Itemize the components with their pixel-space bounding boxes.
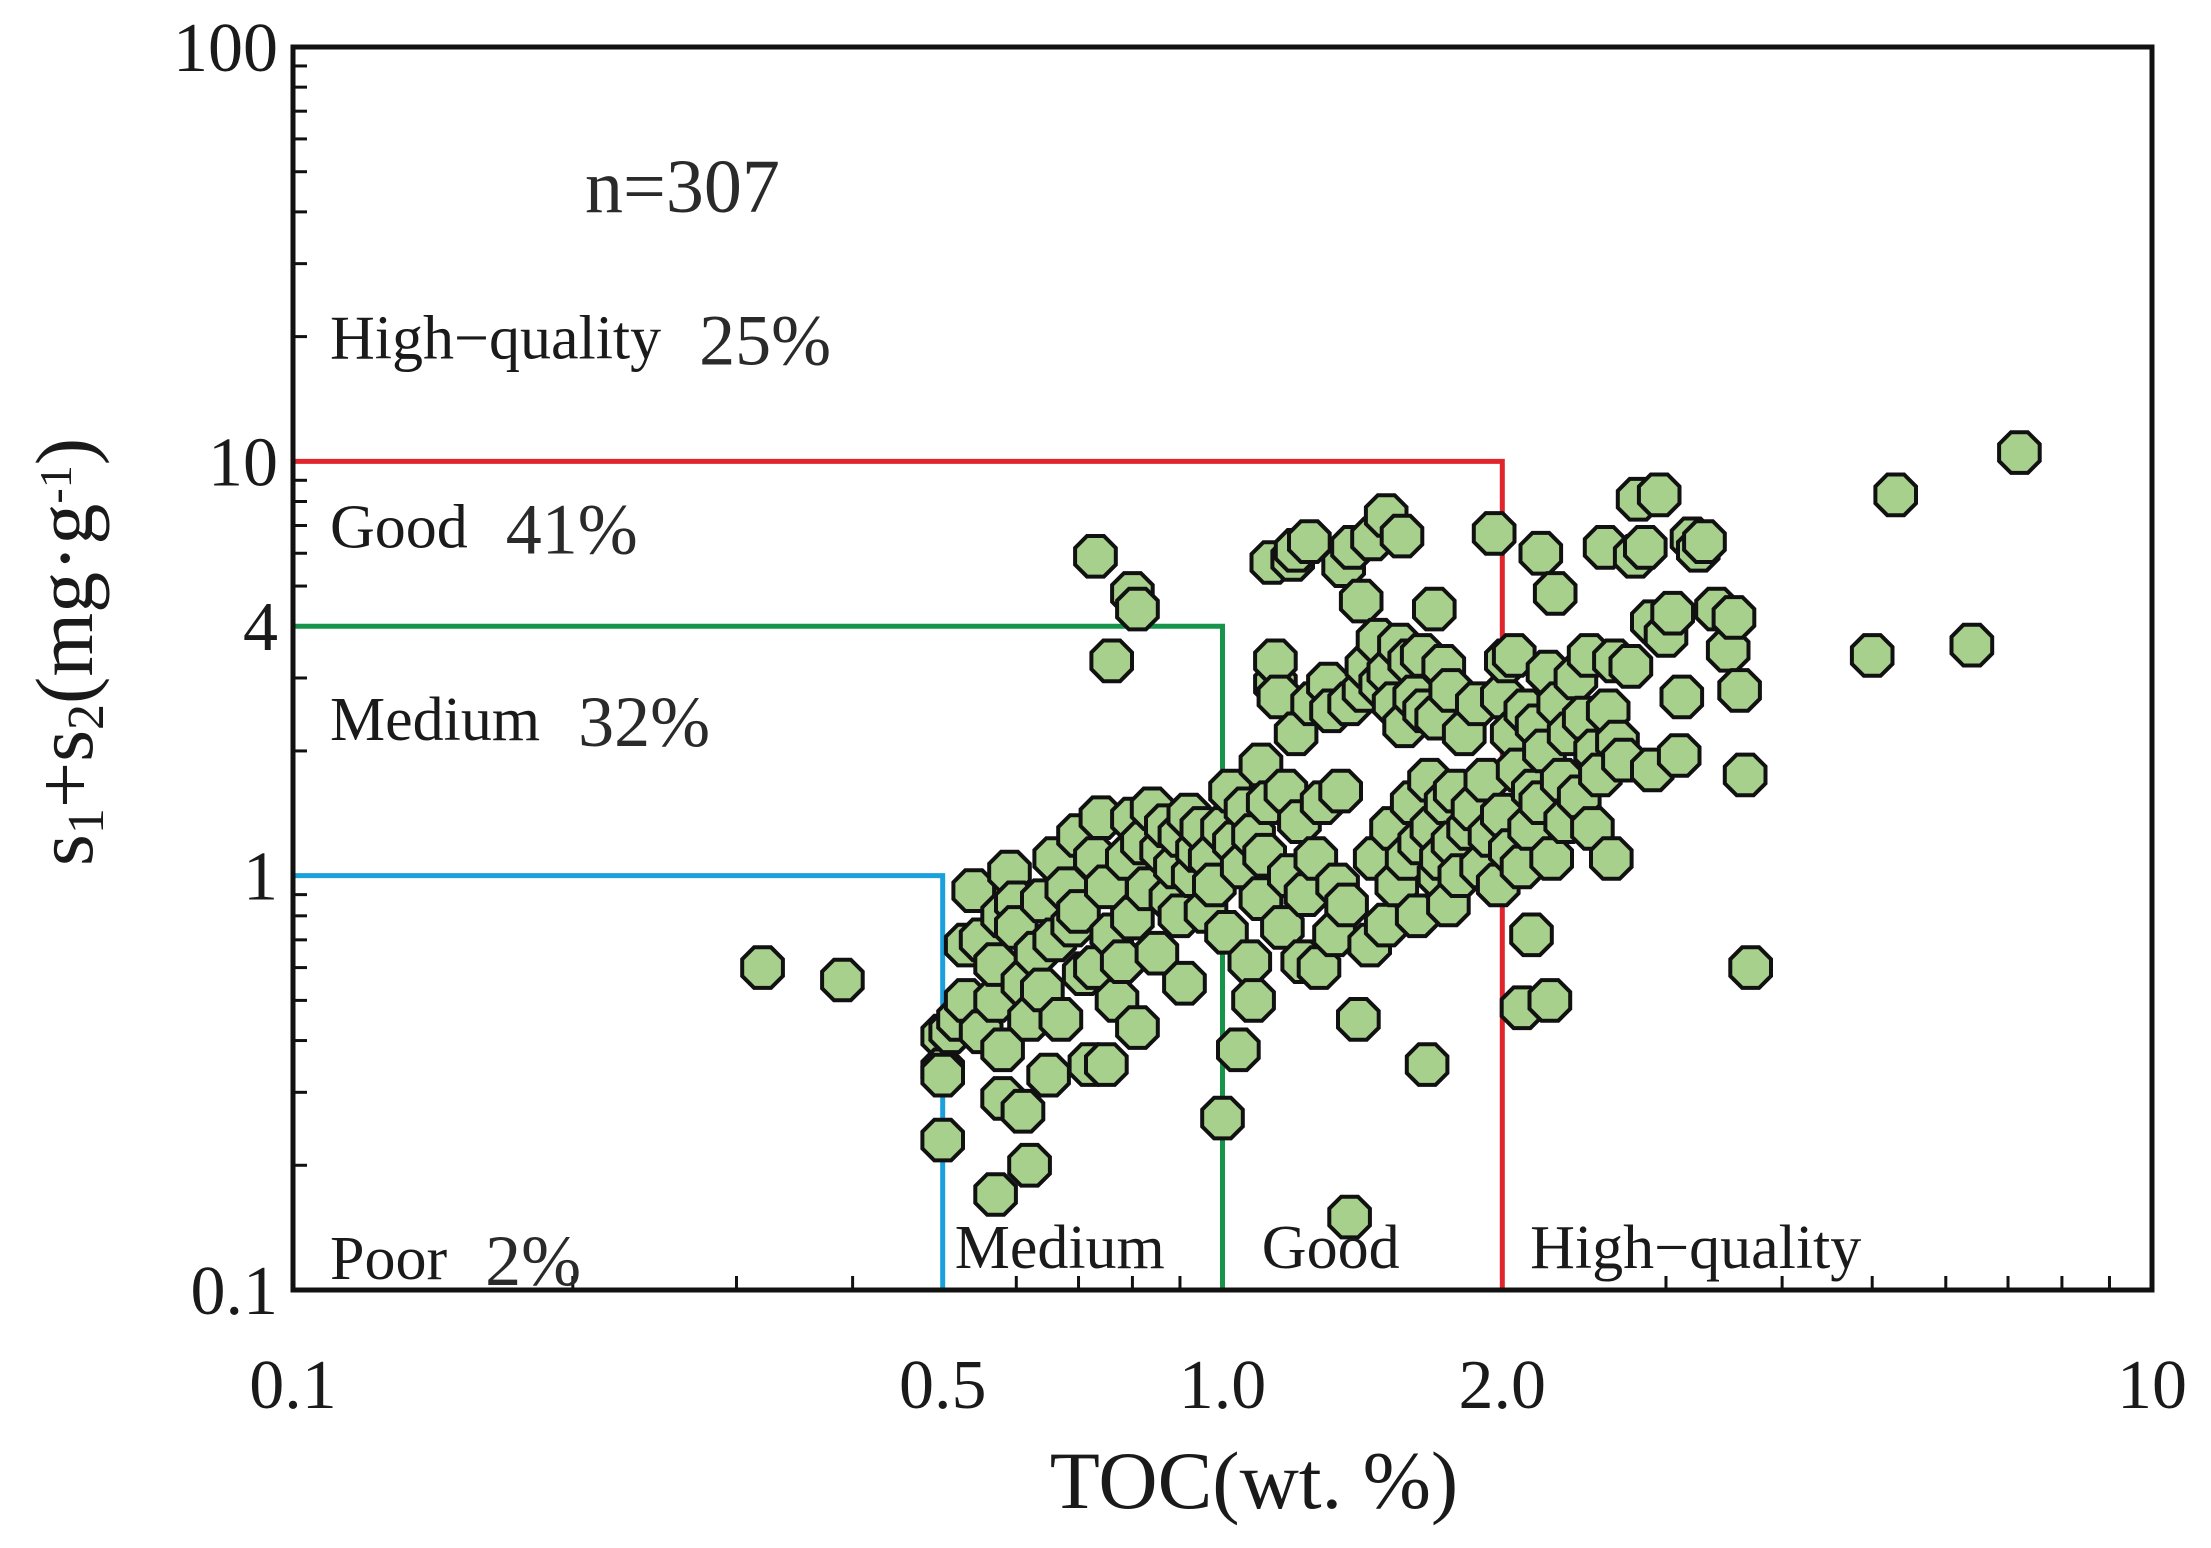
y-title-sub1: 1 (58, 808, 115, 834)
x-class-label: High−quality (1530, 1214, 1861, 1282)
data-point (1728, 945, 1773, 990)
data-point (1026, 1052, 1071, 1098)
y-class-labels: High−quality 25% Good 41% Medium 32% Poor 2% (330, 301, 831, 1302)
data-point (1000, 1088, 1046, 1134)
y-title-plus-s2: +s (19, 730, 110, 808)
data-point (920, 1117, 965, 1163)
x-tick-labels: 0.1 0.5 1.0 2.0 10 (249, 1347, 2187, 1424)
y-axis-title: s1+s2(mg·g-1) (19, 438, 115, 866)
x-class-label: Good (1262, 1214, 1400, 1282)
boundary-medium-good (293, 623, 1225, 1290)
data-points (740, 430, 2042, 1240)
data-point (1404, 1042, 1450, 1087)
y-tick-label: 4 (243, 589, 278, 666)
data-point (1722, 752, 1768, 798)
data-point (1997, 430, 2042, 475)
data-point (1073, 534, 1118, 579)
data-point (1089, 638, 1134, 684)
data-point (1623, 525, 1668, 570)
x-axis-title: TOC(wt. %) (1050, 1435, 1458, 1526)
data-point (1491, 633, 1537, 678)
data-point (1636, 472, 1682, 518)
x-tick-label: 0.5 (899, 1347, 987, 1424)
data-point (1849, 633, 1895, 678)
data-point (973, 1172, 1018, 1217)
data-point (1200, 1095, 1245, 1141)
data-point (1650, 590, 1695, 636)
data-point (1338, 578, 1384, 624)
data-point (1682, 519, 1727, 564)
data-point (1659, 674, 1705, 720)
y-class-percent: 32% (578, 682, 710, 762)
data-point (1134, 930, 1180, 976)
y-class-percent: 2% (485, 1221, 581, 1301)
data-point (1471, 511, 1517, 556)
data-point (1532, 571, 1578, 616)
data-point (1711, 595, 1757, 640)
data-point (740, 945, 785, 990)
data-point (1318, 768, 1363, 814)
data-point (1873, 472, 1918, 518)
plot-frame (290, 44, 2155, 1293)
y-class-label: Medium (330, 686, 540, 754)
data-point (1216, 1027, 1261, 1073)
y-tick-label: 100 (173, 10, 278, 87)
data-point (1336, 997, 1381, 1042)
data-point (1527, 978, 1573, 1023)
y-tick-label: 1 (243, 839, 278, 916)
data-point (820, 957, 865, 1003)
y-title-sup: -1 (30, 465, 81, 503)
minor-ticks (293, 64, 2111, 1290)
x-class-labels: Medium Good High−quality (955, 1214, 1862, 1282)
y-title-unit-close: ) (19, 438, 110, 465)
data-point (1529, 836, 1574, 881)
y-title-unit-open: (mg·g (19, 504, 110, 704)
y-tick-label: 0.1 (191, 1253, 279, 1330)
y-class-percent: 25% (699, 301, 831, 381)
data-point (1162, 960, 1207, 1006)
data-point (1231, 978, 1276, 1023)
x-tick-label: 0.1 (249, 1347, 337, 1424)
data-point (1227, 939, 1273, 984)
x-tick-label: 10 (2117, 1347, 2187, 1424)
data-point (1115, 586, 1160, 632)
y-title-s1: s (19, 834, 110, 866)
x-tick-label: 2.0 (1459, 1347, 1547, 1424)
x-tick-label: 1.0 (1179, 1347, 1267, 1424)
data-point (1509, 912, 1554, 958)
data-point (1379, 513, 1425, 559)
sample-count-annotation: n=307 (585, 145, 780, 229)
y-class-percent: 41% (506, 490, 638, 570)
y-class-label: Good (330, 494, 468, 562)
y-class-label: High−quality (330, 305, 661, 373)
data-point (1608, 644, 1654, 689)
data-point (1327, 1194, 1372, 1240)
data-point (1412, 586, 1457, 632)
x-class-label: Medium (955, 1214, 1165, 1282)
data-point (920, 1052, 965, 1098)
data-point (1717, 668, 1762, 713)
data-point (1324, 882, 1369, 928)
data-point (1589, 836, 1634, 881)
data-point (1115, 1005, 1160, 1050)
y-title-sub2: 2 (58, 704, 115, 730)
y-tick-label: 10 (208, 424, 278, 501)
data-point (1518, 530, 1564, 576)
data-point (1949, 622, 1995, 668)
data-point (1656, 733, 1702, 778)
data-point (1287, 519, 1332, 564)
data-point (1084, 1042, 1129, 1087)
y-class-label: Poor (330, 1225, 447, 1293)
y-tick-labels: 0.1 1 4 10 100 (173, 10, 278, 1330)
data-point (1038, 997, 1084, 1042)
data-point (1007, 1142, 1052, 1188)
